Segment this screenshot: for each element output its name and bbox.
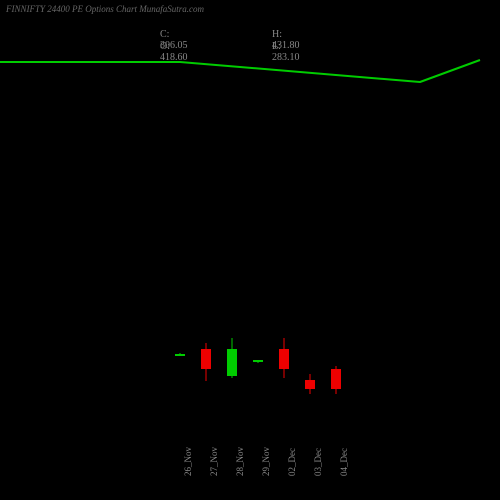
- candle: [331, 45, 341, 445]
- candle-body: [253, 360, 263, 362]
- x-axis-label: 28_Nov: [235, 447, 245, 476]
- x-axis-label: 29_Nov: [261, 447, 271, 476]
- x-axis-label: 03_Dec: [313, 448, 323, 476]
- chart-container: FINNIFTY 24400 PE Options Chart MunafaSu…: [0, 0, 500, 500]
- x-axis-label: 26_Nov: [183, 447, 193, 476]
- candle: [175, 45, 185, 445]
- candle-body: [227, 349, 237, 376]
- chart-plot-area: [40, 45, 460, 445]
- x-axis-label: 27_Nov: [209, 447, 219, 476]
- candle-body: [175, 354, 185, 356]
- x-axis-label: 02_Dec: [287, 448, 297, 476]
- candle: [227, 45, 237, 445]
- candle-body: [279, 349, 289, 369]
- candle: [279, 45, 289, 445]
- candle: [253, 45, 263, 445]
- candle-body: [305, 380, 315, 389]
- x-axis-label: 04_Dec: [339, 448, 349, 476]
- candle-body: [201, 349, 211, 369]
- candle-body: [331, 369, 341, 390]
- candle: [201, 45, 211, 445]
- candle: [305, 45, 315, 445]
